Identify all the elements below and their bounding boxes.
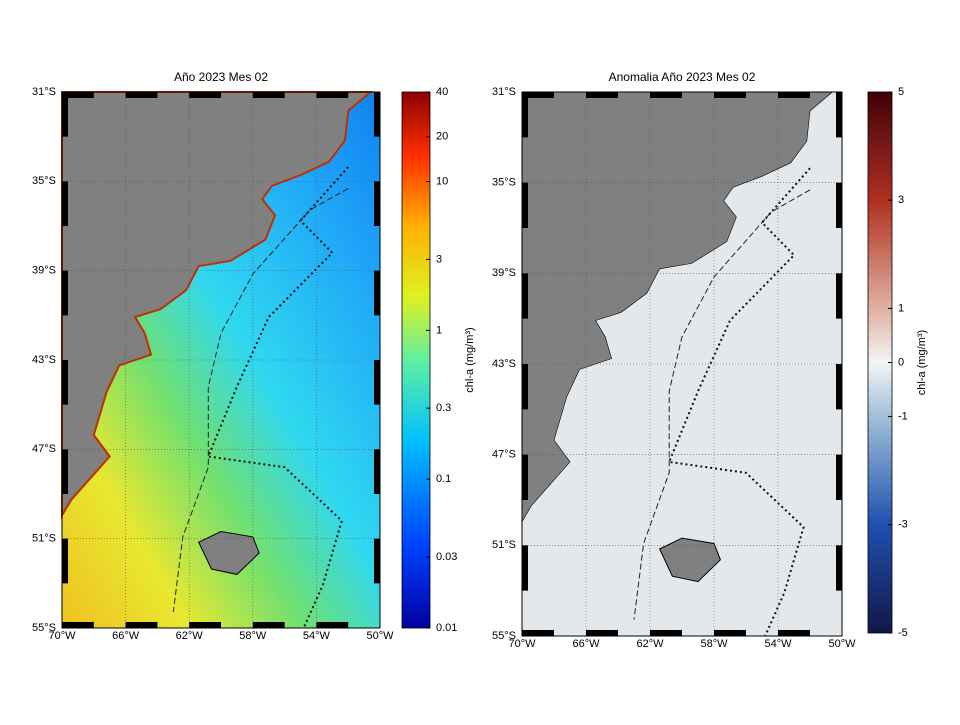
colorbar-tick-label: 0.01	[436, 622, 457, 634]
lat-label: 39°S	[32, 265, 56, 277]
lon-label: 50°W	[828, 638, 856, 650]
lon-label: 54°W	[303, 630, 331, 642]
colorbar-tick-label: 1	[436, 324, 442, 336]
lon-label: 66°W	[112, 630, 140, 642]
lat-label: 31°S	[492, 86, 516, 98]
lon-label: 70°W	[48, 630, 76, 642]
colorbar-tick-label: -3	[898, 519, 908, 531]
lat-label: 55°S	[492, 630, 516, 642]
lon-label: 62°W	[176, 630, 204, 642]
lon-label: 54°W	[764, 638, 792, 650]
lon-label: 62°W	[636, 638, 664, 650]
lon-label: 58°W	[700, 638, 728, 650]
colorbar	[401, 91, 431, 629]
lat-label: 51°S	[492, 539, 516, 551]
lat-label: 39°S	[492, 267, 516, 279]
lat-label: 31°S	[32, 86, 56, 98]
lat-label: 55°S	[32, 622, 56, 634]
lon-label: 50°W	[366, 630, 394, 642]
colorbar-label: chl-a (mg/m³)	[916, 330, 928, 395]
land	[61, 91, 374, 520]
colorbar-tick-label: 40	[436, 86, 448, 98]
colorbar-tick-label: 0.1	[436, 473, 451, 485]
lat-label: 47°S	[492, 449, 516, 461]
lat-label: 43°S	[492, 358, 516, 370]
lat-label: 43°S	[32, 354, 56, 366]
frame	[521, 91, 843, 637]
lon-label: 70°W	[508, 638, 536, 650]
colorbar-tick-label: 1	[898, 302, 904, 314]
colorbar-tick-label: 0.3	[436, 402, 451, 414]
lat-label: 51°S	[32, 533, 56, 545]
colorbar-tick-label: 0	[898, 356, 904, 368]
colorbar-label: chl-a (mg/m³)	[464, 327, 476, 392]
colorbar-tick-label: 0.03	[436, 551, 457, 563]
map-title: Año 2023 Mes 02	[174, 70, 268, 84]
map-title: Anomalia Año 2023 Mes 02	[609, 70, 756, 84]
lon-label: 66°W	[572, 638, 600, 650]
island	[198, 530, 260, 575]
lat-label: 35°S	[492, 177, 516, 189]
land	[521, 91, 834, 523]
shelf-break	[667, 167, 811, 637]
lat-label: 35°S	[32, 175, 56, 187]
colorbar-tick-label: 3	[898, 194, 904, 206]
island	[658, 537, 721, 583]
shelf-break	[206, 166, 349, 629]
colorbar-tick-label: -1	[898, 411, 908, 423]
lat-label: 47°S	[32, 443, 56, 455]
colorbar-tick-label: 10	[436, 175, 448, 187]
lon-label: 58°W	[239, 630, 267, 642]
colorbar-tick-label: 20	[436, 131, 448, 143]
colorbar-tick-label: -5	[898, 627, 908, 639]
frame	[61, 91, 381, 629]
colorbar-tick-label: 5	[898, 86, 904, 98]
colorbar-tick-label: 3	[436, 253, 442, 265]
